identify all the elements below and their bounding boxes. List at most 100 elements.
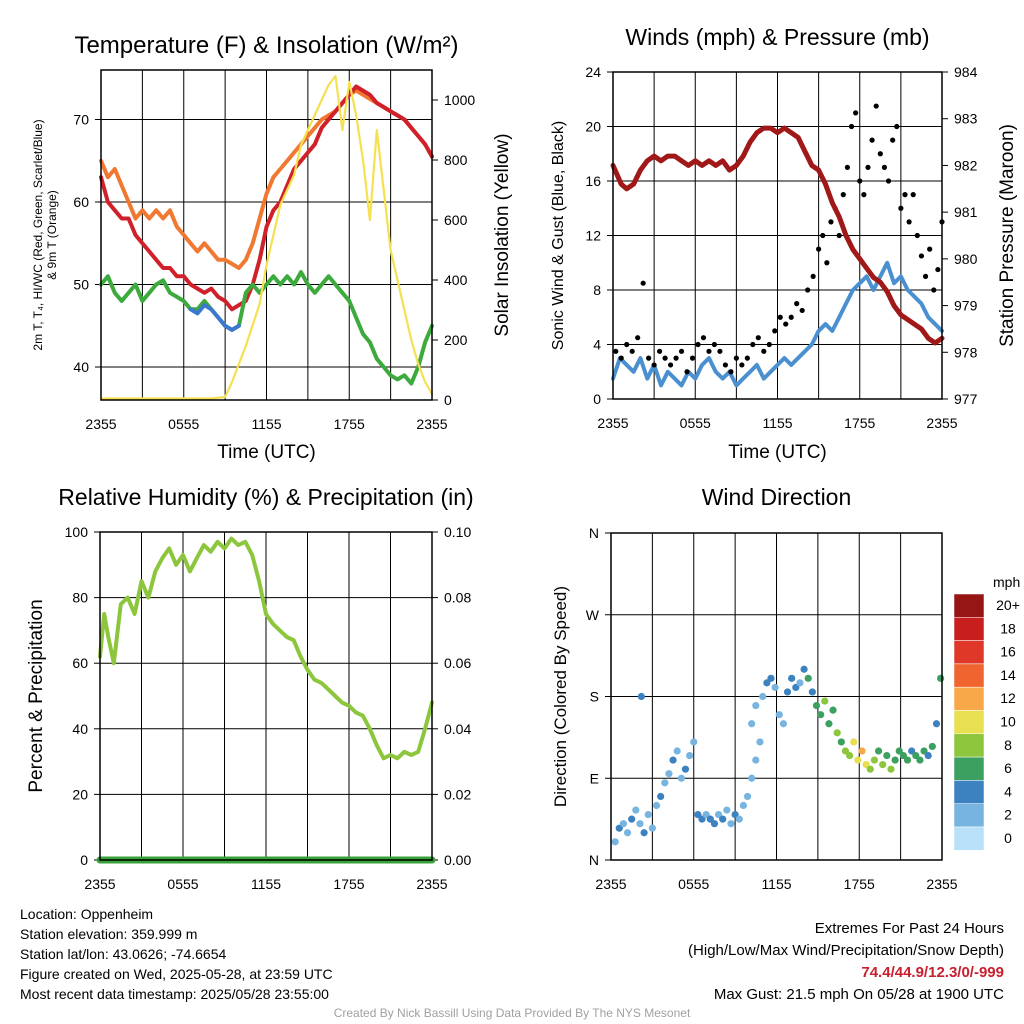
direction-point — [723, 806, 731, 814]
temp-series-yellow — [99, 74, 434, 400]
direction-point — [615, 824, 623, 832]
wind-series-pressure — [610, 125, 945, 346]
speed-legend-label: 2 — [1004, 807, 1012, 823]
rh-ytick-label: 40 — [72, 721, 88, 737]
wind-gust-point — [931, 287, 937, 293]
direction-point — [829, 706, 837, 714]
speed-legend-swatch — [953, 663, 985, 688]
wind-xlabel: Time (UTC) — [728, 442, 827, 463]
wind-gust-point — [816, 246, 822, 252]
wind-frame — [612, 71, 943, 400]
direction-point — [694, 810, 702, 819]
temp-xtick-label: 2355 — [416, 416, 447, 432]
temp-series-green — [99, 270, 434, 386]
rh-frame — [99, 531, 433, 861]
dir-xtick-label: 1155 — [761, 876, 791, 892]
wind-gust-point — [935, 266, 941, 273]
direction-point — [825, 720, 833, 728]
dir-ytick-label: W — [586, 607, 600, 623]
dir-chart: Wind Direction 2355 0555 1155 1755 2355 N E S W N D… — [551, 484, 1020, 892]
rh-series-rh — [98, 536, 434, 761]
wind-gust-point — [788, 314, 794, 320]
wind-y2tick-label: 984 — [954, 64, 978, 80]
temp-y2tick-label: 800 — [444, 152, 468, 168]
direction-point — [665, 770, 673, 778]
direction-point — [767, 674, 775, 682]
wind-gust-point — [918, 253, 925, 259]
direction-point — [771, 683, 779, 692]
wind-chart: Winds (mph) & Pressure (mb) Time (UTC) 235… — [550, 24, 1018, 463]
speed-legend-swatch — [953, 733, 985, 758]
direction-point — [821, 697, 829, 705]
speed-legend-label: 6 — [1004, 760, 1012, 776]
temp-ytick-label: 70 — [73, 112, 89, 128]
direction-point — [887, 765, 895, 773]
wind-gust-point — [824, 260, 830, 266]
wind-gust-point — [873, 103, 879, 109]
temp-y2label: Solar Insolation (Yellow) — [492, 133, 513, 336]
direction-point — [879, 761, 887, 769]
dir-title: Wind Direction — [702, 484, 852, 510]
wind-gust-point — [678, 348, 685, 354]
wind-gust-point — [869, 137, 875, 143]
temp-series-blue — [188, 303, 241, 332]
direction-point — [669, 756, 677, 764]
rh-ytick-label: 80 — [72, 590, 88, 606]
direction-point — [748, 720, 756, 728]
extremes-values: 74.4/44.9/12.3/0/-999 — [861, 964, 1004, 981]
direction-point — [845, 751, 854, 760]
direction-point — [833, 729, 841, 737]
speed-legend-swatch — [953, 593, 985, 618]
speed-legend-swatch — [953, 780, 985, 804]
wind-gust-point — [865, 164, 871, 170]
wind-gust-point — [828, 219, 834, 225]
max-gust: Max Gust: 21.5 mph On 05/28 at 1900 UTC — [713, 986, 1004, 1003]
direction-point — [928, 742, 936, 751]
direction-point — [808, 688, 816, 696]
wind-gust-point — [810, 273, 816, 279]
speed-legend-swatch — [953, 686, 985, 711]
wind-ytick-label: 24 — [585, 64, 601, 80]
rh-title: Relative Humidity (%) & Precipitation (i… — [58, 484, 473, 510]
dir-xtick-label: 2355 — [595, 876, 626, 892]
extremes-info: Extremes For Past 24 Hours (High/Low/Max… — [688, 918, 1004, 1006]
wind-gust-point — [894, 123, 900, 130]
temp-xtick-label: 0555 — [168, 416, 199, 432]
direction-point — [883, 751, 891, 760]
rh-y2tick-label: 0.10 — [444, 524, 471, 540]
direction-point — [850, 738, 858, 746]
direction-point — [912, 751, 920, 760]
wind-y2tick-label: 983 — [954, 111, 978, 127]
wind-gust-point — [635, 335, 641, 341]
wind-gust-point — [673, 355, 679, 361]
direction-point — [908, 747, 916, 755]
wind-gust-point — [618, 355, 624, 361]
wind-gust-point — [667, 362, 674, 368]
wind-gust-point — [861, 192, 867, 198]
direction-point — [636, 820, 644, 828]
temp-frame — [100, 69, 433, 401]
rh-ytick-label: 0 — [80, 852, 88, 868]
wind-gust-point — [848, 123, 855, 130]
speed-legend-label: 18 — [1000, 620, 1016, 636]
wind-gust-point — [772, 328, 778, 334]
rh-xtick-label: 2355 — [416, 876, 447, 892]
wind-gust-point — [844, 164, 851, 170]
wind-gust-point — [857, 178, 863, 184]
wind-gust-point — [750, 341, 756, 348]
wind-gust-point — [640, 280, 646, 286]
direction-point — [611, 838, 619, 846]
wind-gust-point — [629, 348, 635, 354]
speed-legend-label: 4 — [1004, 783, 1012, 799]
direction-point — [858, 747, 866, 755]
rh-xtick-label: 0555 — [167, 876, 198, 892]
temp-y2tick-label: 400 — [444, 272, 468, 288]
wind-xtick-label: 0555 — [680, 415, 711, 431]
direction-point — [677, 774, 685, 782]
wind-xtick-label: 2355 — [597, 415, 628, 431]
speed-legend-label: 20+ — [996, 597, 1020, 613]
speed-legend-label: 16 — [1000, 644, 1016, 660]
wind-xtick-label: 1755 — [844, 415, 875, 431]
direction-point — [623, 829, 632, 837]
